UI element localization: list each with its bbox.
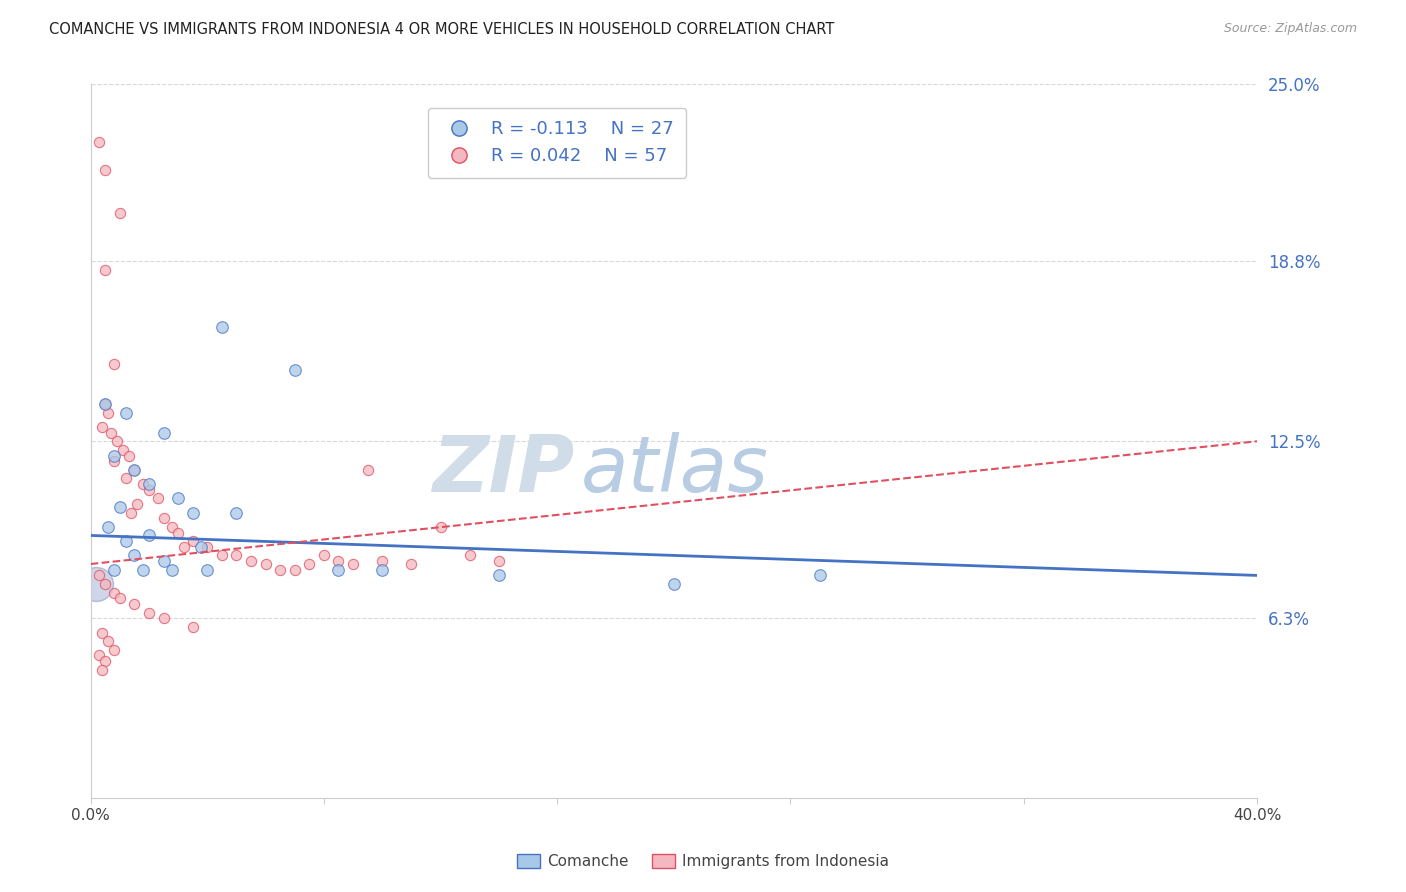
Point [138, 483, 160, 497]
Point [152, 554, 174, 568]
Point [328, 554, 350, 568]
Point [91, 663, 114, 677]
Point [312, 549, 335, 563]
Point [211, 549, 233, 563]
Text: atlas: atlas [581, 432, 768, 508]
Point [152, 611, 174, 625]
Point [103, 563, 125, 577]
Point [429, 520, 451, 534]
Point [284, 363, 307, 377]
Legend: R = -0.113    N = 27, R = 0.042    N = 57: R = -0.113 N = 27, R = 0.042 N = 57 [427, 108, 686, 178]
Point [211, 320, 233, 334]
Point [91, 420, 114, 434]
Point [103, 454, 125, 468]
Point [146, 491, 169, 506]
Point [225, 549, 247, 563]
Point [103, 585, 125, 599]
Point [342, 557, 364, 571]
Point [195, 563, 218, 577]
Point [97, 520, 120, 534]
Point [808, 568, 831, 582]
Point [108, 500, 131, 514]
Point [103, 449, 125, 463]
Point [240, 554, 263, 568]
Text: Source: ZipAtlas.com: Source: ZipAtlas.com [1223, 22, 1357, 36]
Point [371, 554, 394, 568]
Point [108, 591, 131, 606]
Point [91, 625, 114, 640]
Point [124, 463, 146, 477]
Point [124, 597, 146, 611]
Point [97, 406, 120, 420]
Point [488, 568, 510, 582]
Point [181, 534, 204, 549]
Point [269, 563, 291, 577]
Point [195, 540, 218, 554]
Point [167, 525, 190, 540]
Point [181, 506, 204, 520]
Point [94, 654, 117, 668]
Point [138, 606, 160, 620]
Point [356, 463, 378, 477]
Point [181, 620, 204, 634]
Point [162, 520, 184, 534]
Point [152, 511, 174, 525]
Point [100, 425, 122, 440]
Point [284, 563, 307, 577]
Point [328, 563, 350, 577]
Point [127, 497, 149, 511]
Point [167, 491, 190, 506]
Point [162, 563, 184, 577]
Point [114, 534, 136, 549]
Point [103, 642, 125, 657]
Point [94, 397, 117, 411]
Point [114, 406, 136, 420]
Point [120, 506, 142, 520]
Point [132, 477, 155, 491]
Point [105, 434, 128, 449]
Point [225, 506, 247, 520]
Point [94, 263, 117, 277]
Point [89, 135, 111, 149]
Point [190, 540, 212, 554]
Point [108, 206, 131, 220]
Point [138, 477, 160, 491]
Text: COMANCHE VS IMMIGRANTS FROM INDONESIA 4 OR MORE VEHICLES IN HOUSEHOLD CORRELATIO: COMANCHE VS IMMIGRANTS FROM INDONESIA 4 … [49, 22, 835, 37]
Point [662, 577, 685, 591]
Point [488, 554, 510, 568]
Legend: Comanche, Immigrants from Indonesia: Comanche, Immigrants from Indonesia [510, 848, 896, 875]
Point [89, 648, 111, 663]
Point [371, 563, 394, 577]
Point [124, 549, 146, 563]
Text: ZIP: ZIP [433, 432, 575, 508]
Point [111, 442, 134, 457]
Point [124, 463, 146, 477]
Point [152, 425, 174, 440]
Point [94, 577, 117, 591]
Point [114, 471, 136, 485]
Point [103, 357, 125, 371]
Point [132, 563, 155, 577]
Point [86, 577, 108, 591]
Point [94, 163, 117, 178]
Point [94, 397, 117, 411]
Point [89, 568, 111, 582]
Point [458, 549, 481, 563]
Point [254, 557, 277, 571]
Point [97, 634, 120, 648]
Point [298, 557, 321, 571]
Point [138, 528, 160, 542]
Point [117, 449, 139, 463]
Point [173, 540, 195, 554]
Point [401, 557, 423, 571]
